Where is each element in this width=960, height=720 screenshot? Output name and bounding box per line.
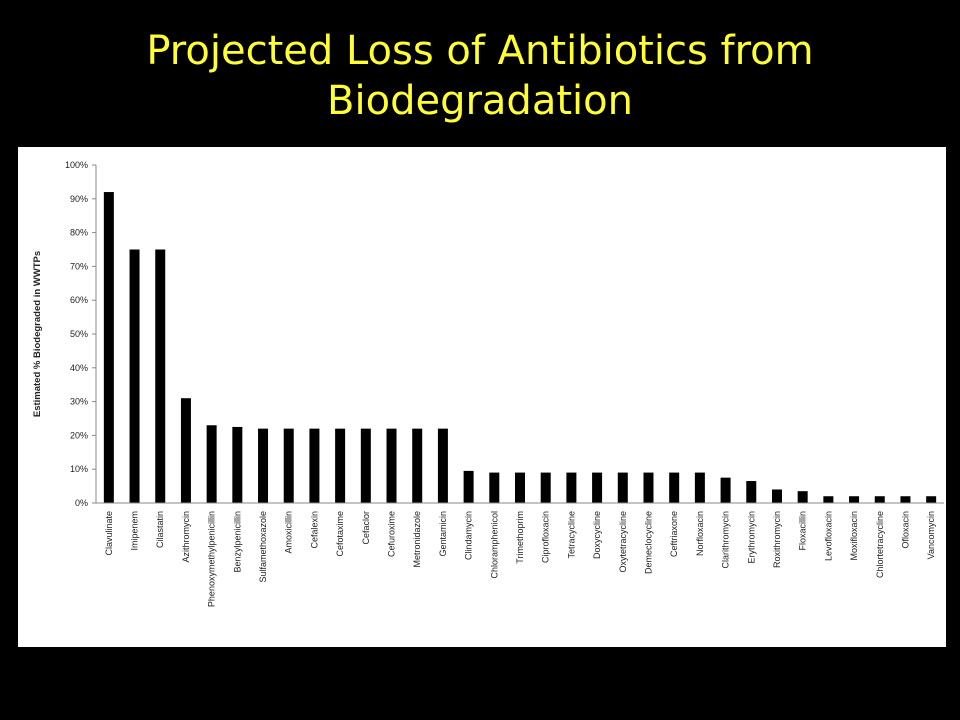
bar xyxy=(617,472,628,503)
bar xyxy=(823,496,834,503)
bar xyxy=(437,428,448,503)
y-tick-label: 40% xyxy=(70,363,88,373)
bar xyxy=(206,425,217,503)
x-tick-label: Cefaclor xyxy=(361,511,371,545)
y-axis-ticks: 0% 10% 20% 30% 40% 50% 60% 70% 80% 90% 100% xyxy=(65,160,96,508)
x-tick-label: Chloramphenicol xyxy=(489,511,499,579)
x-tick-label: Erythromycin xyxy=(746,511,756,564)
x-tick-label: Benzylpenicillin xyxy=(232,511,242,573)
x-tick-label: Cefotaxime xyxy=(335,511,345,557)
bar xyxy=(309,428,320,503)
y-tick-label: 100% xyxy=(65,160,88,170)
bar-chart: 0% 10% 20% 30% 40% 50% 60% 70% 80% 90% 100% Clavul… xyxy=(32,160,944,607)
bar xyxy=(232,426,243,503)
slide-title: Projected Loss of Antibiotics from Biode… xyxy=(0,26,960,126)
bar xyxy=(540,472,551,503)
x-tick-label: Cilastatin xyxy=(155,511,165,548)
y-tick-label: 50% xyxy=(70,329,88,339)
y-tick-label: 30% xyxy=(70,397,88,407)
bar xyxy=(900,496,911,503)
bar xyxy=(926,496,937,503)
y-tick-label: 80% xyxy=(70,228,88,238)
y-tick-label: 10% xyxy=(70,464,88,474)
y-tick-label: 20% xyxy=(70,430,88,440)
x-tick-label: Clavulinate xyxy=(104,511,114,556)
x-tick-label: Metronidazole xyxy=(412,511,422,568)
x-tick-label: Sulfamethoxazole xyxy=(258,511,268,583)
x-tick-label: Vancomycin xyxy=(926,511,936,559)
bar xyxy=(797,491,808,503)
x-tick-label: Ceftriaxone xyxy=(669,511,679,557)
bar xyxy=(463,470,474,503)
x-tick-label: Ciprofloxacin xyxy=(541,511,551,563)
bar xyxy=(412,428,423,503)
bar xyxy=(515,472,525,503)
bar xyxy=(155,249,166,503)
x-tick-label: Demeclocycline xyxy=(643,511,653,574)
x-tick-label: Tetracycline xyxy=(566,511,576,559)
x-tick-label: Cefuroxime xyxy=(387,511,397,557)
bar xyxy=(694,472,705,503)
x-tick-label: Amoxicillin xyxy=(284,511,294,554)
bar xyxy=(669,472,680,503)
bar xyxy=(103,192,114,503)
bar xyxy=(283,428,294,503)
x-tick-label: Azithromycin xyxy=(181,511,191,563)
y-tick-label: 90% xyxy=(70,194,88,204)
chart-panel: 0% 10% 20% 30% 40% 50% 60% 70% 80% 90% 100% Clavul… xyxy=(18,147,946,647)
slide-title-line1: Projected Loss of Antibiotics from xyxy=(146,28,814,74)
bar xyxy=(720,477,731,503)
y-tick-label: 70% xyxy=(70,261,88,271)
y-tick-label: 0% xyxy=(75,498,88,508)
y-axis-title: Estimated % Biodegraded in WWTPs xyxy=(32,251,43,417)
x-tick-label: Phenoxymethylpenicillin xyxy=(207,511,217,607)
x-tick-label: Floxacillin xyxy=(798,511,808,551)
x-tick-label: Imipenem xyxy=(130,511,140,551)
bar xyxy=(129,249,140,503)
x-tick-label: Roxithromycin xyxy=(772,511,782,568)
x-tick-label: Moxifloxacin xyxy=(849,511,859,561)
bar xyxy=(643,472,654,503)
x-axis-tick-labels: Clavulinate Imipenem Cilastatin Azithromyci… xyxy=(104,511,936,607)
bar xyxy=(489,472,500,503)
x-tick-label: Ofloxacin xyxy=(900,511,910,549)
x-tick-label: Cefalexin xyxy=(309,511,319,549)
x-tick-label: Gentamicin xyxy=(438,511,448,557)
x-tick-label: Norfloxacin xyxy=(695,511,705,556)
bar xyxy=(592,472,603,503)
bar xyxy=(335,428,346,503)
bar xyxy=(874,496,885,503)
x-tick-label: Levofloxacin xyxy=(823,511,833,561)
x-tick-label: Clindamycin xyxy=(464,511,474,560)
bar xyxy=(771,489,782,503)
x-tick-label: Doxycycline xyxy=(592,511,602,559)
y-tick-label: 60% xyxy=(70,295,88,305)
bar xyxy=(360,428,371,503)
x-tick-label: Trimethoprim xyxy=(515,511,525,564)
bar xyxy=(746,481,757,503)
bar xyxy=(258,428,269,503)
bars xyxy=(103,192,937,503)
x-tick-label: Chlortetracycline xyxy=(875,511,885,578)
x-tick-label: Oxytetracycline xyxy=(618,511,628,573)
bar xyxy=(566,472,577,503)
bar xyxy=(849,496,860,503)
x-tick-label: Clarithromycin xyxy=(721,511,731,569)
bar xyxy=(180,398,191,503)
slide-title-line2: Biodegradation xyxy=(327,78,633,124)
bar xyxy=(386,428,397,503)
